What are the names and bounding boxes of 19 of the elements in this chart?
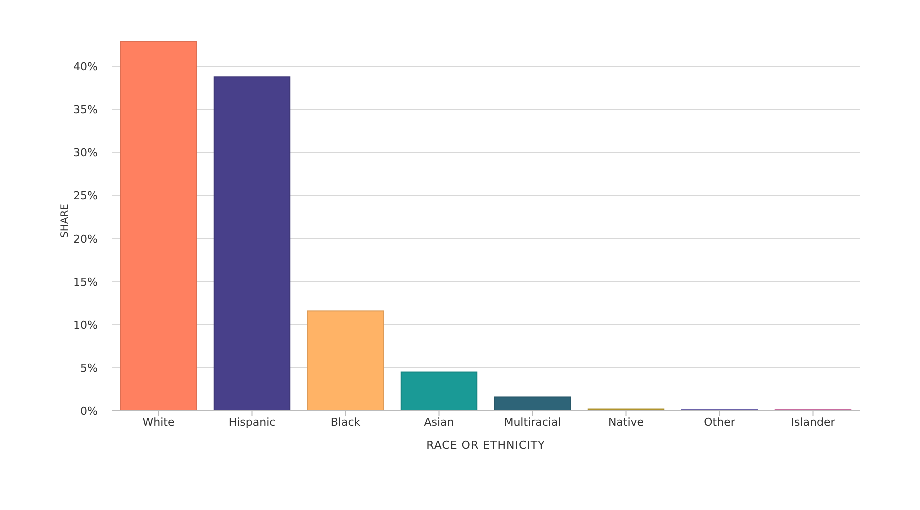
y-tick-label: 20%	[74, 232, 98, 246]
y-tick-label: 0%	[80, 404, 98, 418]
y-axis-title: SHARE	[60, 204, 71, 238]
x-tick-label: Other	[704, 416, 736, 429]
y-tick-label: 40%	[74, 60, 98, 74]
y-tick-label: 5%	[80, 362, 98, 375]
y-tick-label: 15%	[74, 276, 98, 289]
y-tick-label: 10%	[74, 318, 98, 332]
y-tick-label: 25%	[74, 190, 98, 203]
x-tick-label: Islander	[791, 416, 836, 429]
x-tick-label: Black	[330, 416, 362, 429]
y-tick-label: 30%	[74, 146, 98, 160]
x-tick-label: Multiracial	[504, 416, 562, 429]
x-tick-label: Asian	[424, 416, 454, 429]
x-tick-label: Hispanic	[228, 416, 276, 429]
y-tick-label: 35%	[74, 104, 98, 117]
x-tick-label: Native	[608, 416, 644, 429]
x-axis-title: RACE OR ETHNICITY	[426, 439, 546, 452]
x-tick-label: White	[142, 416, 175, 429]
